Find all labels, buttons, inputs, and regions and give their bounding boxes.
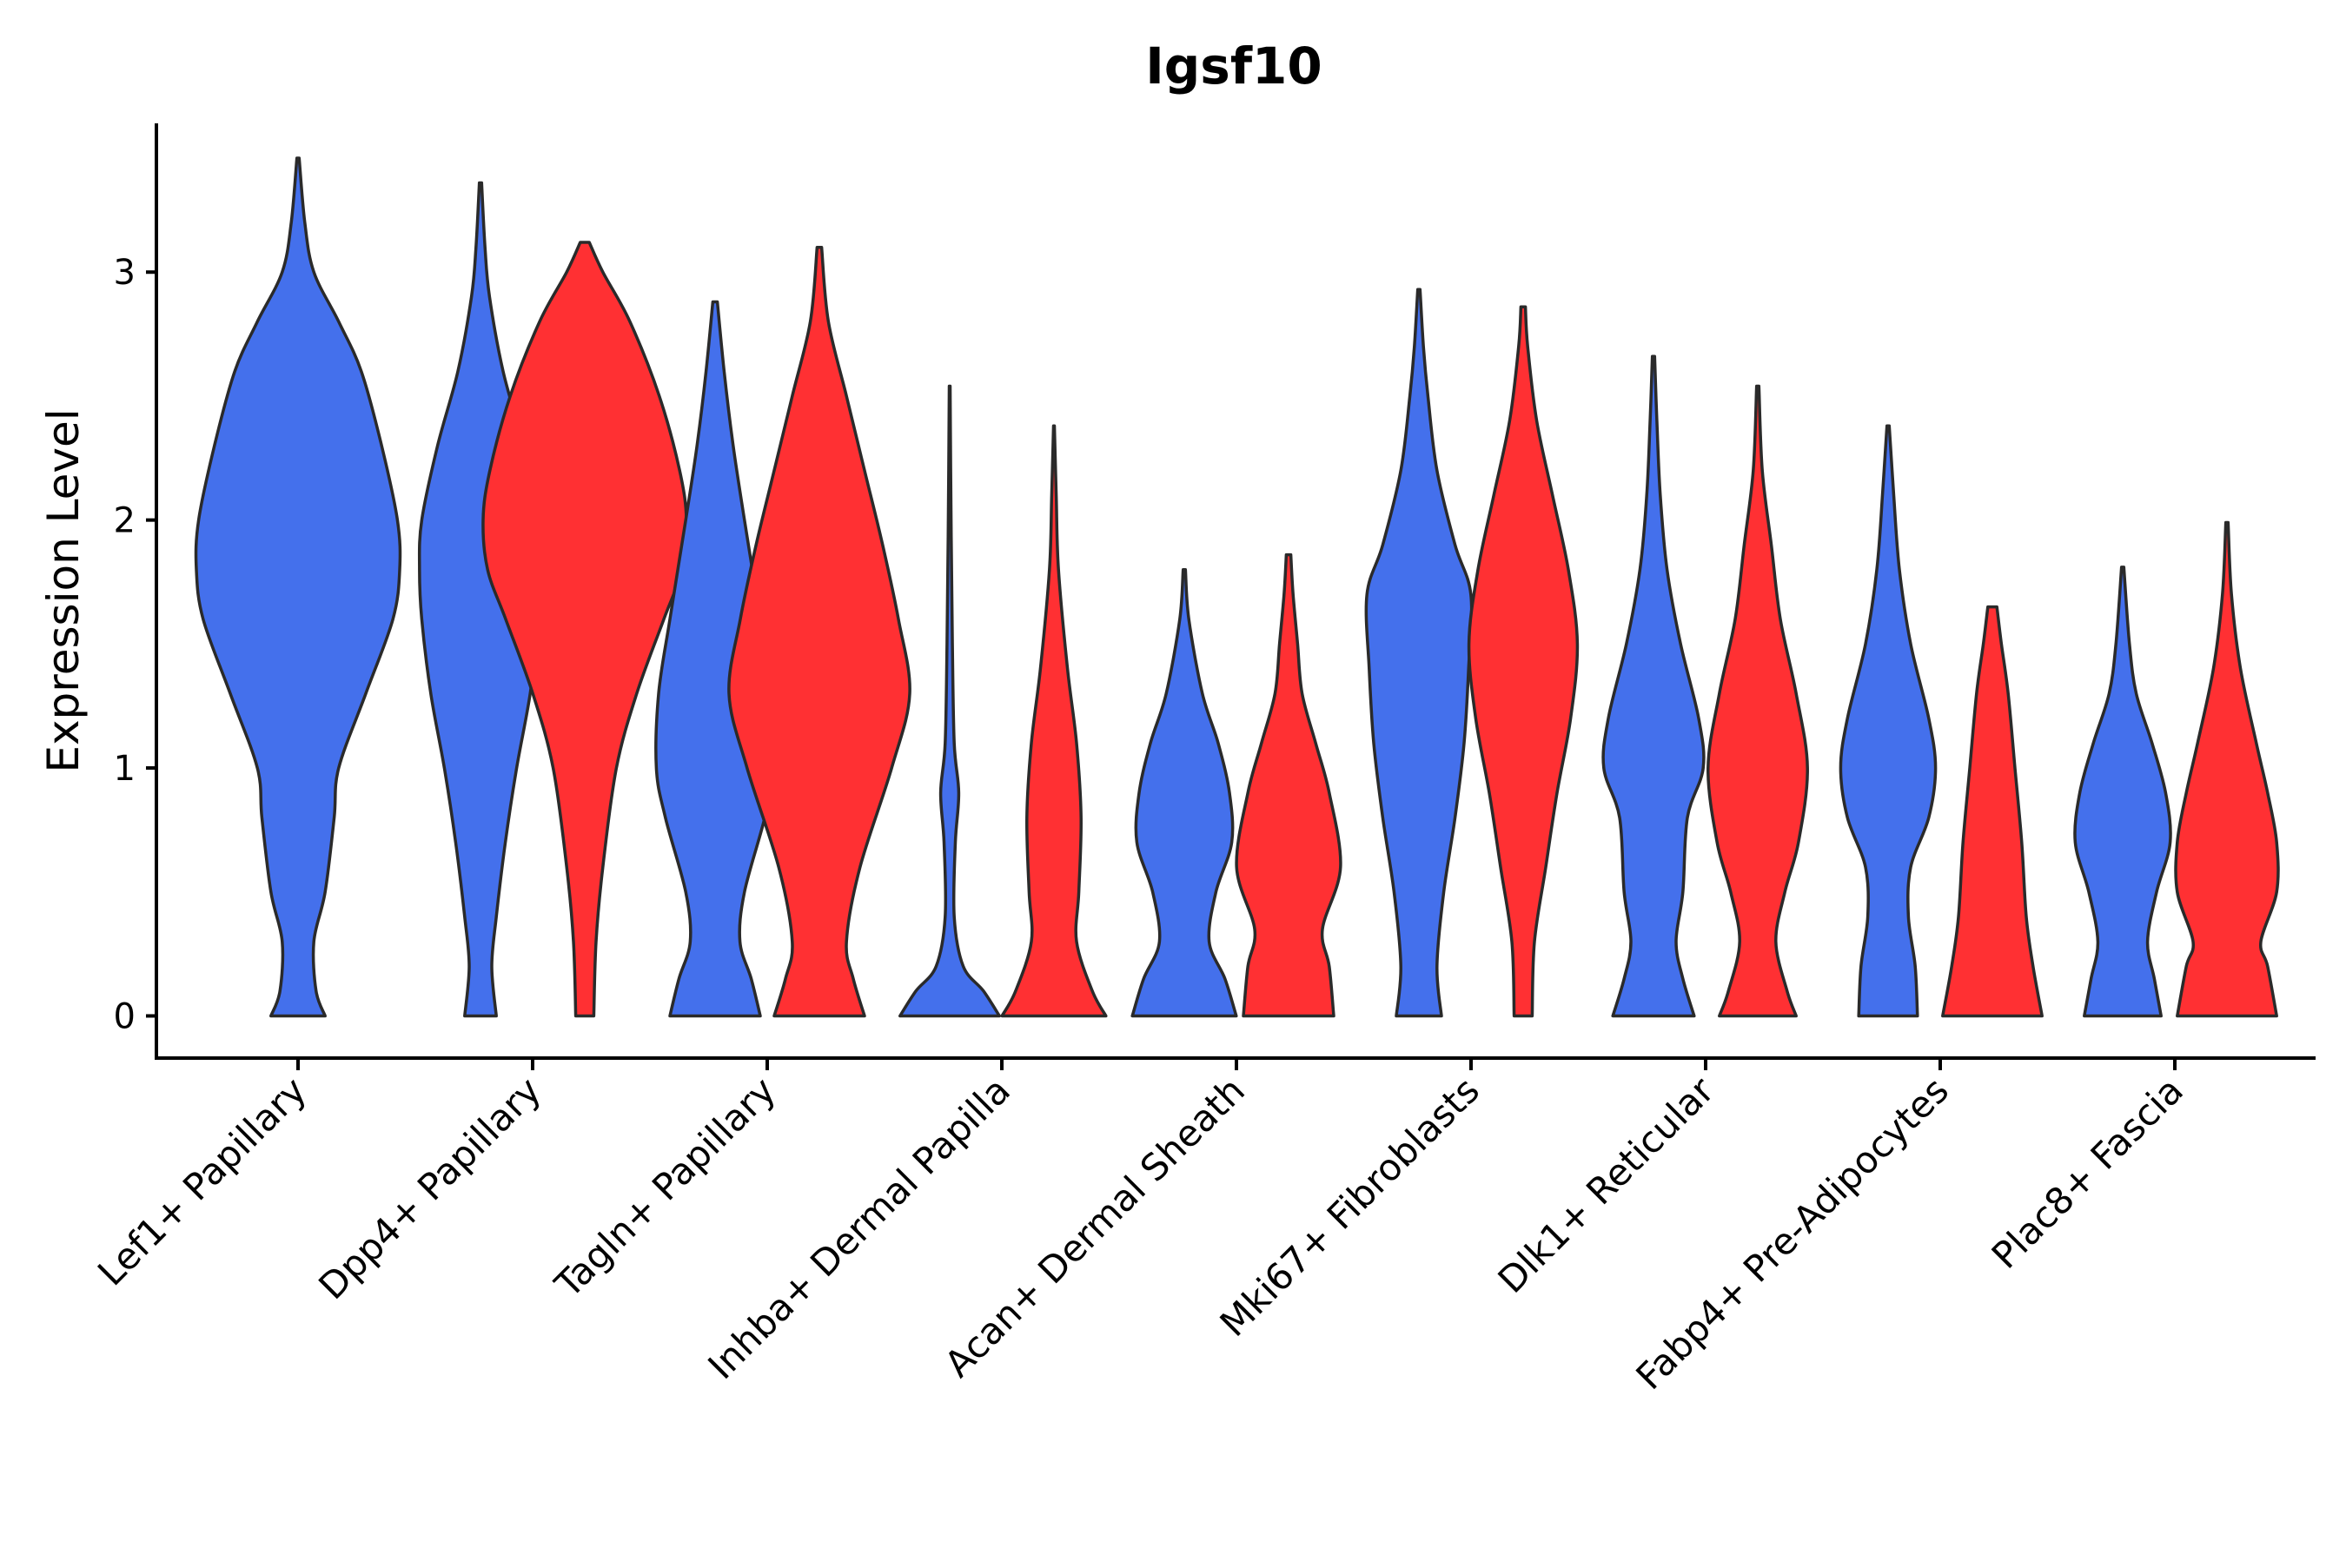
violin-group1-6 xyxy=(1601,354,1706,1018)
x-tick-label: Dpp4+ Papillary xyxy=(310,1068,549,1307)
violin-group2-6 xyxy=(1706,384,1809,1018)
axes-frame xyxy=(155,123,2316,1060)
violin-group1-3 xyxy=(898,384,1001,1018)
y-tick-label: 3 xyxy=(114,253,136,293)
x-tick-label: Lef1+ Papillary xyxy=(89,1068,315,1293)
violin-group1-1 xyxy=(417,181,544,1018)
y-axis-label: Expression Level xyxy=(38,408,89,772)
violin-group1-7 xyxy=(1839,424,1938,1018)
y-axis: 0 1 2 3 xyxy=(114,253,156,1036)
chart-title: Igsf10 xyxy=(1145,36,1322,96)
violin-group1-5 xyxy=(1364,288,1474,1018)
violin-group2-4 xyxy=(1235,552,1342,1018)
violin-group2-1 xyxy=(481,241,688,1018)
x-tick-label: Plac8+ Fascia xyxy=(1984,1068,2191,1276)
violin-group1-8 xyxy=(2073,566,2172,1018)
violin-group2-3 xyxy=(1000,424,1108,1018)
violin-group1-4 xyxy=(1130,567,1238,1018)
y-tick-label: 2 xyxy=(114,501,136,541)
x-tick-label: Mki67+ Fibroblasts xyxy=(1212,1068,1488,1344)
y-tick-label: 1 xyxy=(114,749,136,789)
x-tick-label: Tagln+ Papillary xyxy=(547,1068,784,1306)
violin-group2-2 xyxy=(727,245,911,1018)
x-tick-label: Dlk1+ Reticular xyxy=(1490,1068,1723,1301)
violin-group2-7 xyxy=(1941,605,2044,1018)
violin-group2-8 xyxy=(2174,520,2280,1018)
plot-area xyxy=(194,156,2280,1018)
violin-group2-5 xyxy=(1467,305,1580,1018)
violin-group1-0 xyxy=(194,156,402,1018)
y-tick-label: 0 xyxy=(114,996,136,1036)
